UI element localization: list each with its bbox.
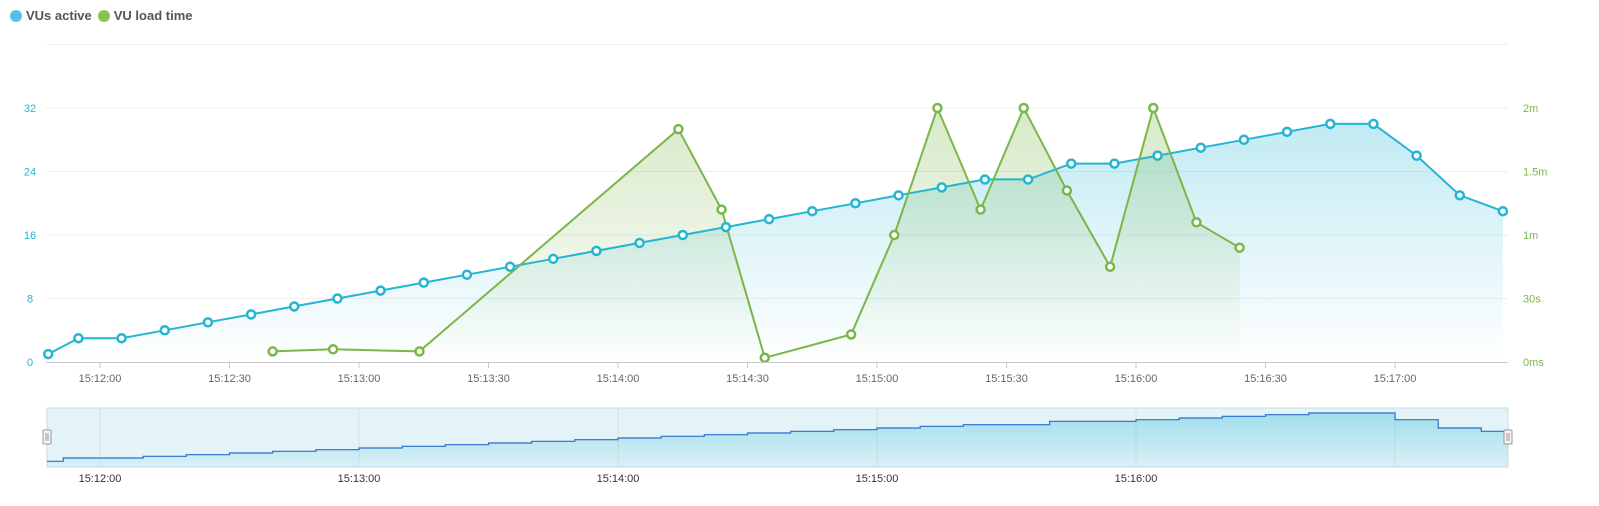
x-tick-label: 15:14:00 <box>597 373 640 385</box>
vus-active-point <box>202 317 214 328</box>
legend-item-vus-active[interactable]: VUs active <box>10 8 92 23</box>
vu-load-time-point <box>716 204 727 215</box>
x-tick-label: 15:16:00 <box>1115 373 1158 385</box>
vus-active-point <box>1238 134 1250 145</box>
vu-load-time-point <box>1018 102 1030 114</box>
x-tick-label: 15:15:30 <box>985 373 1028 385</box>
navigator-line <box>46 412 1508 462</box>
vu-load-time-point <box>327 344 339 355</box>
vu-load-time-point <box>1104 261 1116 272</box>
x-tick-label: 15:14:30 <box>726 373 769 385</box>
vu-load-time-point <box>1191 217 1202 228</box>
vus-active-point <box>159 325 170 336</box>
chart-legend: VUs active VU load time <box>10 8 193 23</box>
navigator-x-tick-label: 15:15:00 <box>856 473 899 485</box>
vus-active-point <box>418 277 429 288</box>
y-left-tick-label: 16 <box>24 230 36 242</box>
vus-active-point <box>375 285 386 296</box>
vu-load-time-point <box>1148 102 1159 114</box>
vus-active-point <box>1325 118 1336 130</box>
vu-load-time-line <box>272 104 1241 360</box>
vu-load-time-point <box>267 346 278 357</box>
x-tick-label: 15:15:00 <box>856 373 899 385</box>
vus-active-point <box>720 221 732 233</box>
y-left-tick-label: 8 <box>27 294 33 306</box>
axes: 15:12:00 15:12:30 15:13:00 15:13:30 15:14:00… <box>24 103 1548 385</box>
x-tick-label: 15:12:30 <box>208 373 251 385</box>
vus-active-point <box>1022 174 1034 185</box>
y-right-tick-label: 1m <box>1523 230 1538 242</box>
vus-active-legend-dot <box>10 9 22 22</box>
vus-active-point <box>850 198 861 209</box>
navigator-x-tick-label: 15:12:00 <box>79 473 122 485</box>
vu-load-time-point <box>759 352 771 364</box>
vu-load-time-point <box>889 229 900 241</box>
vus-active-point <box>73 332 84 344</box>
vus-active-point <box>979 174 991 185</box>
navigator[interactable]: 15:12:00 15:13:00 15:14:00 15:15:00 15:16:00 <box>42 407 1513 485</box>
legend-label-vu-load-time: VU load time <box>113 8 193 23</box>
vu-load-time-point <box>1061 185 1073 196</box>
vus-active-point <box>461 269 473 280</box>
vus-active-point <box>1281 126 1293 138</box>
y-right-tick-label: 30s <box>1523 294 1541 306</box>
navigator-right-handle[interactable] <box>1503 429 1513 445</box>
vus-active-point <box>116 332 127 344</box>
legend-label-vus-active: VUs active <box>26 8 92 23</box>
y-left-tick-label: 0 <box>27 357 33 369</box>
y-right-tick-label: 0ms <box>1523 357 1544 369</box>
x-tick-label: 15:17:00 <box>1374 373 1417 385</box>
y-left-tick-label: 32 <box>24 103 36 115</box>
vus-active-point <box>807 205 818 217</box>
vus-active-point <box>634 237 645 249</box>
vus-active-point <box>1497 205 1509 217</box>
navigator-x-tick-label: 15:13:00 <box>338 473 381 485</box>
navigator-x-tick-label: 15:16:00 <box>1115 473 1158 485</box>
vus-active-point <box>1368 118 1379 130</box>
vus-active-point <box>289 301 300 312</box>
vus-active-point <box>677 229 688 241</box>
vus-active-point <box>1195 142 1206 153</box>
vus-active-point <box>763 213 775 225</box>
vus-active-point <box>504 261 516 272</box>
vus-active-point <box>42 348 54 360</box>
y-left-tick-label: 24 <box>24 167 36 179</box>
legend-item-vu-load-time[interactable]: VU load time <box>97 8 193 23</box>
vus-active-point <box>893 190 904 201</box>
vu-load-time-point <box>1234 242 1245 253</box>
vus-active-point <box>245 309 257 320</box>
series-points <box>42 102 1509 364</box>
vus-active-point <box>1109 158 1120 169</box>
vus-active-point <box>548 253 559 265</box>
navigator-x-tick-label: 15:14:00 <box>597 473 640 485</box>
vu-load-time-point <box>414 346 425 357</box>
x-tick-label: 15:12:00 <box>79 373 122 385</box>
x-tick-label: 15:13:00 <box>338 373 381 385</box>
x-tick-label: 15:16:30 <box>1244 373 1287 385</box>
y-right-tick-label: 2m <box>1523 103 1538 115</box>
vu-load-time-legend-dot <box>97 9 110 22</box>
vu-load-time-point <box>845 329 857 340</box>
vus-active-point <box>936 182 947 193</box>
vus-active-point <box>591 245 602 257</box>
vus-active-point <box>1454 190 1465 201</box>
vu-load-time-point <box>673 123 684 135</box>
vus-active-point <box>332 293 343 304</box>
vu-load-time-point <box>975 204 986 215</box>
vus-active-point <box>1066 158 1077 169</box>
navigator-left-handle[interactable] <box>42 429 52 445</box>
vu-load-time-point <box>932 102 943 114</box>
vus-active-point <box>1411 150 1422 161</box>
vus-active-area <box>48 123 1503 363</box>
vus-active-point <box>1152 150 1163 161</box>
navigator-area <box>47 413 1508 467</box>
x-tick-label: 15:13:30 <box>467 373 510 385</box>
y-right-tick-label: 1.5m <box>1523 167 1547 179</box>
